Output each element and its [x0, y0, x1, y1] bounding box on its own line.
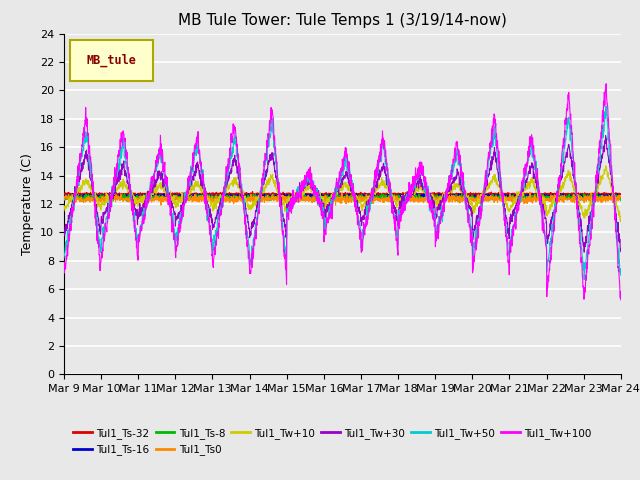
Y-axis label: Temperature (C): Temperature (C) — [22, 153, 35, 255]
Legend: Tul1_Ts-32, Tul1_Ts-16, Tul1_Ts-8, Tul1_Ts0, Tul1_Tw+10, Tul1_Tw+30, Tul1_Tw+50,: Tul1_Ts-32, Tul1_Ts-16, Tul1_Ts-8, Tul1_… — [69, 424, 596, 459]
FancyBboxPatch shape — [70, 40, 153, 81]
Title: MB Tule Tower: Tule Temps 1 (3/19/14-now): MB Tule Tower: Tule Temps 1 (3/19/14-now… — [178, 13, 507, 28]
Text: MB_tule: MB_tule — [86, 54, 136, 67]
